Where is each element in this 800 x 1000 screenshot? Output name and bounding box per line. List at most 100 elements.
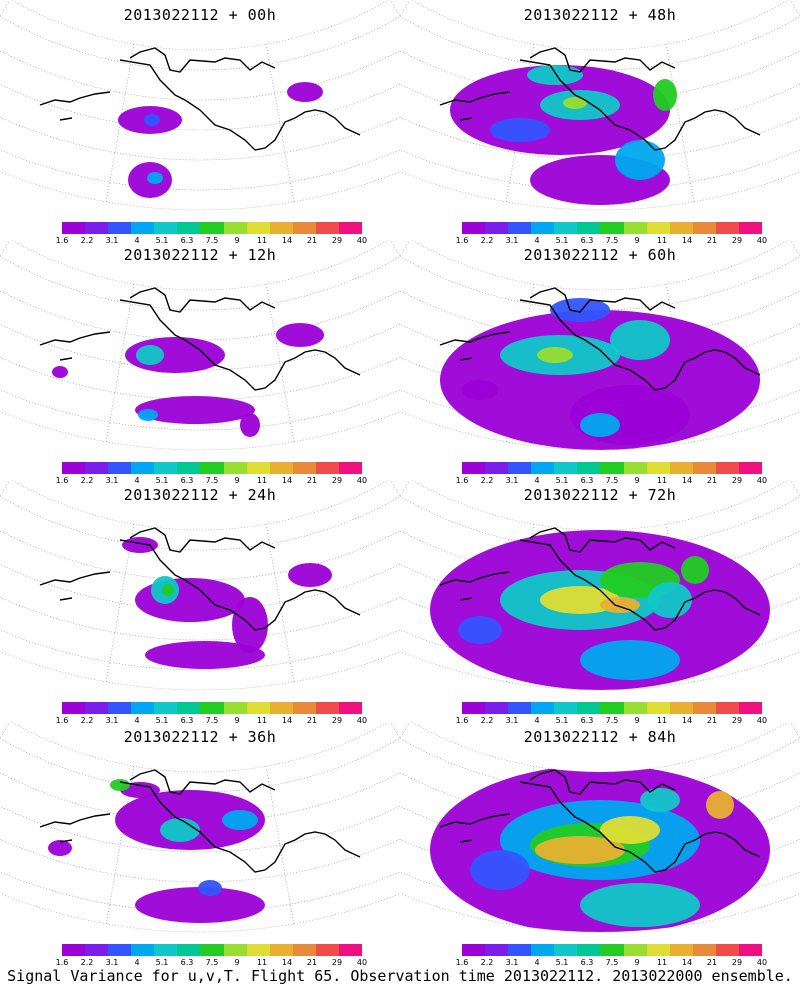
colorbar-tick-label: 21 (706, 716, 718, 725)
colorbar-tick-label: 21 (306, 476, 318, 485)
forecast-panel-60h: 2013022112 + 60h 1.6 2.2 3.1 4 5.1 6.3 7.5 9 11 14… (400, 240, 800, 485)
colorbar-tick-labels: 1.6 2.2 3.1 4 5.1 6.3 7.5 9 11 14 21 29 40 (56, 958, 367, 968)
colorbar-swatch (554, 222, 578, 234)
map-plot (0, 0, 400, 211)
colorbar-swatch (531, 222, 555, 234)
colorbar-tick-labels: 1.6 2.2 3.1 4 5.1 6.3 7.5 9 11 14 21 29 40 (456, 716, 767, 726)
colorbar-swatch (85, 944, 109, 956)
meridian-line (0, 480, 11, 618)
coastline (519, 299, 761, 391)
colorbar-swatch (177, 462, 201, 474)
coastline (39, 331, 111, 361)
colorbar-swatch (692, 702, 716, 714)
meridian-line (400, 0, 411, 138)
variance-contour (462, 380, 498, 400)
colorbar-tick-label: 2.2 (480, 716, 494, 725)
coastline (519, 59, 761, 151)
colorbar-tick-labels: 1.6 2.2 3.1 4 5.1 6.3 7.5 9 11 14 21 29 40 (56, 476, 367, 486)
colorbar-swatch (485, 944, 509, 956)
colorbar-swatch (462, 944, 486, 956)
colorbar-swatch (338, 702, 363, 714)
colorbar-swatch (269, 462, 293, 474)
colorbar-swatch (623, 944, 647, 956)
colorbar-tick-label: 11 (256, 236, 268, 245)
colorbar-tick-labels: 1.6 2.2 3.1 4 5.1 6.3 7.5 9 11 14 21 29 40 (56, 716, 367, 726)
panel-title: 2013022112 + 72h (523, 486, 677, 504)
colorbar-swatch (646, 462, 670, 474)
latitude-line (0, 0, 400, 191)
map-plot (400, 240, 800, 451)
colorbar-swatch (315, 702, 339, 714)
panel-title: 2013022112 + 36h (123, 728, 277, 746)
colorbar-swatch (462, 702, 486, 714)
colorbar-tick-label: 1.6 (55, 716, 69, 725)
colorbar-swatch (577, 702, 601, 714)
colorbar-swatch (269, 944, 293, 956)
colorbar (62, 462, 363, 474)
colorbar-tick-label: 11 (656, 476, 668, 485)
coastline (529, 769, 676, 795)
colorbar-tick-label: 40 (356, 958, 368, 967)
colorbar-tick-label: 21 (706, 476, 718, 485)
colorbar-tick-label: 1.6 (55, 236, 69, 245)
colorbar-tick-label: 7.5 (205, 236, 219, 245)
latitude-line (400, 240, 800, 311)
colorbar-tick-label: 4 (534, 716, 540, 725)
colorbar-swatch (577, 462, 601, 474)
latitude-line (0, 480, 400, 581)
colorbar-tick-label: 14 (681, 476, 693, 485)
colorbar-tick-labels: 1.6 2.2 3.1 4 5.1 6.3 7.5 9 11 14 21 29 40 (56, 236, 367, 246)
variance-contour (145, 641, 265, 669)
panel-title: 2013022112 + 48h (523, 6, 677, 24)
variance-contour (120, 782, 160, 798)
colorbar-swatch (246, 702, 270, 714)
variance-contour (600, 816, 660, 844)
variance-contour (458, 616, 502, 644)
colorbar-tick-labels: 1.6 2.2 3.1 4 5.1 6.3 7.5 9 11 14 21 29 40 (456, 476, 767, 486)
colorbar-tick-label: 29 (331, 236, 343, 245)
variance-contour (122, 537, 158, 553)
variance-contour (490, 118, 550, 142)
variance-contour (535, 836, 625, 864)
forecast-panel-12h: 2013022112 + 12h 1.6 2.2 3.1 4 5.1 6.3 7.5 9 11 14… (0, 240, 400, 485)
forecast-panel-00h: 2013022112 + 00h 1.6 2.2 3.1 4 5.1 6.3 7.5 9 11 14… (0, 0, 400, 245)
colorbar-tick-label: 2.2 (80, 476, 94, 485)
coastline (119, 299, 361, 391)
colorbar-tick-label: 1.6 (55, 476, 69, 485)
colorbar-tick-label: 29 (731, 236, 743, 245)
colorbar-tick-label: 29 (731, 716, 743, 725)
variance-contour (600, 597, 640, 613)
coastline (529, 527, 676, 553)
colorbar-tick-label: 5.1 (555, 236, 569, 245)
colorbar-tick-label: 3.1 (505, 476, 519, 485)
colorbar-tick-label: 3.1 (105, 716, 119, 725)
map-boundary (0, 0, 400, 211)
variance-contour (648, 582, 692, 618)
colorbar-swatch (531, 462, 555, 474)
colorbar-tick-label: 2.2 (480, 958, 494, 967)
colorbar-swatch (108, 462, 132, 474)
forecast-panel-72h: 2013022112 + 72h 1.6 2.2 3.1 4 5.1 6.3 7.5 9 11 14… (400, 480, 800, 725)
variance-contour (706, 791, 734, 819)
colorbar-swatch (62, 944, 86, 956)
variance-contour (48, 840, 72, 856)
variance-contour (615, 140, 665, 180)
colorbar-tick-label: 7.5 (605, 958, 619, 967)
colorbar-swatch (485, 222, 509, 234)
variance-contour (610, 320, 670, 360)
coastline (519, 539, 761, 631)
colorbar (462, 462, 763, 474)
colorbar-swatch (154, 944, 178, 956)
meridian-line (0, 240, 11, 378)
colorbar-tick-label: 7.5 (205, 958, 219, 967)
colorbar-tick-label: 14 (281, 236, 293, 245)
latitude-line (0, 0, 400, 161)
meridian-line (389, 480, 400, 618)
colorbar-tick-label: 21 (706, 958, 718, 967)
variance-contour (144, 114, 160, 126)
colorbar (462, 702, 763, 714)
colorbar-swatch (646, 222, 670, 234)
colorbar-swatch (154, 702, 178, 714)
colorbar-tick-label: 29 (731, 958, 743, 967)
variance-contour (162, 584, 174, 596)
